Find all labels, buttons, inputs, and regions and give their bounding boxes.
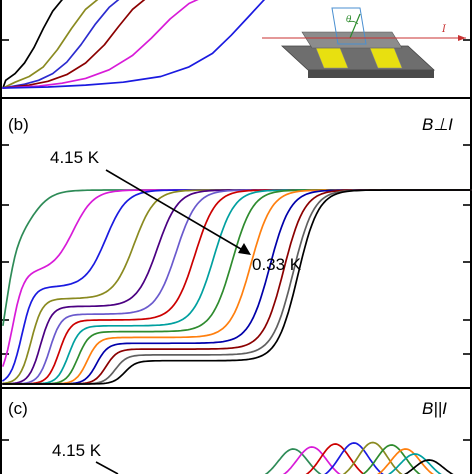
sample-schematic-inset: θ I xyxy=(262,7,466,78)
panel-b-series-12 xyxy=(2,189,472,385)
axis-ticks xyxy=(1,39,471,441)
panel-b-series-13 xyxy=(2,189,472,385)
inset-current-arrowhead xyxy=(458,35,466,41)
panel-b-annotation-high: 4.15 K xyxy=(50,148,100,167)
panel-c-series-8 xyxy=(404,459,454,474)
inset-angle-arc xyxy=(347,20,359,25)
panel-b-series-0 xyxy=(2,189,472,327)
panel-c-series-3 xyxy=(324,442,384,474)
panel-b-annotation-low: 0.33 K xyxy=(252,255,302,274)
panel-c-series xyxy=(264,441,454,474)
inset-substrate-side xyxy=(308,70,434,78)
panel-c-frame xyxy=(0,387,472,474)
panel-b-frame xyxy=(0,97,472,389)
panel-a-series-5 xyxy=(2,0,266,89)
inset-plane xyxy=(331,7,367,45)
panel-b-field-label: B⊥I xyxy=(422,115,453,134)
panel-c-series-7 xyxy=(387,453,442,474)
panel-c-label: (c) xyxy=(8,399,28,418)
inset-field-arrow xyxy=(349,13,361,39)
panel-a-series-3 xyxy=(2,0,146,89)
inset-substrate xyxy=(280,45,436,71)
panel-a-series-1 xyxy=(2,0,99,89)
panel-c-series-2 xyxy=(305,443,365,474)
panel-a-series-4 xyxy=(2,0,199,89)
panel-c-annotation-high: 4.15 K xyxy=(52,441,102,460)
panel-b-series-1 xyxy=(2,189,472,367)
panel-b-temperature-arrow xyxy=(105,169,247,253)
panel-c-field-label: B||I xyxy=(422,399,447,418)
inset-ridge xyxy=(301,31,403,49)
panel-a-series-0 xyxy=(2,0,64,89)
panel-b-series-2 xyxy=(2,189,472,382)
inset-theta-label: θ xyxy=(346,15,352,25)
inset-current-label: I xyxy=(441,24,447,35)
panel-b-temperature-arrowhead xyxy=(238,243,251,255)
panel-b-series xyxy=(2,189,472,385)
panel-c-series-5 xyxy=(361,444,421,474)
panel-c-series-6 xyxy=(377,448,435,474)
panel-b-label: (b) xyxy=(8,115,29,134)
panel-a-series-2 xyxy=(2,0,120,89)
panel-c-temperature-arrow xyxy=(95,461,119,474)
panel-a-series xyxy=(2,0,266,89)
